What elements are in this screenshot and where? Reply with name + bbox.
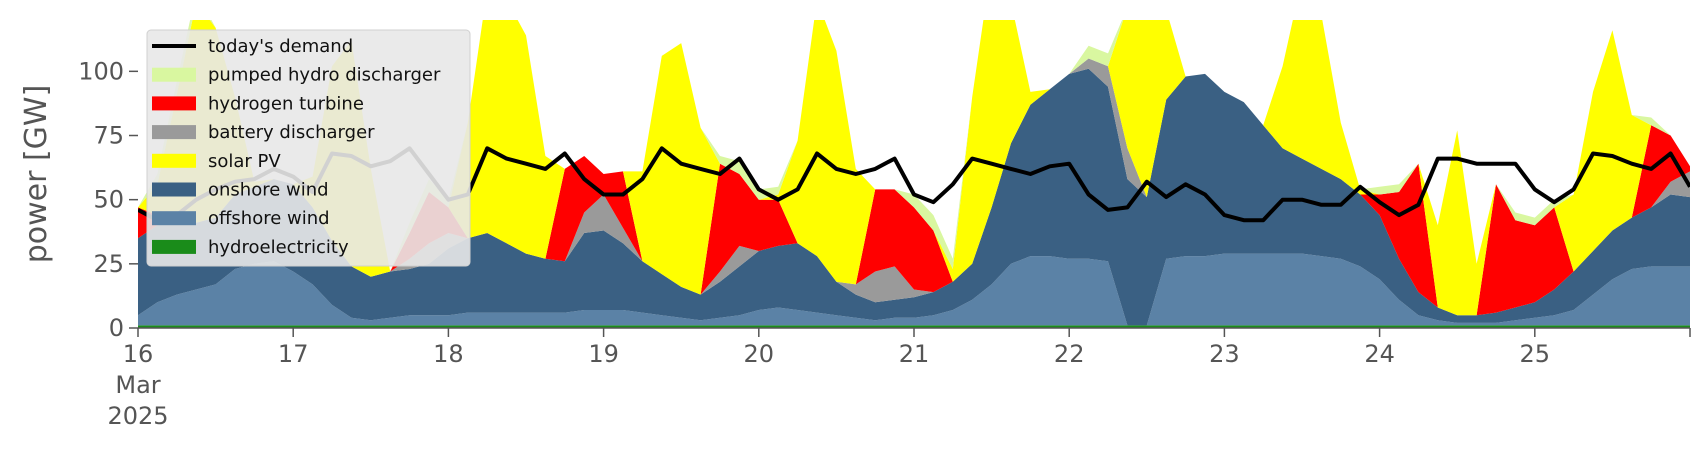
legend-item-pumped-hydro-discharger: pumped hydro discharger (152, 65, 441, 86)
x-tick-label: 16 (123, 340, 154, 368)
x-tick-label: 21 (899, 340, 930, 368)
x-tick-label: 22 (1054, 340, 1085, 368)
legend-swatch (152, 239, 196, 254)
legend-item-today-s-demand: today's demand (152, 36, 353, 57)
x-ticks: 16 Mar 2025 17 18 19 20 21 22 23 24 25 (107, 328, 1691, 430)
legend-label: hydrogen turbine (208, 93, 364, 114)
legend-label: today's demand (208, 36, 353, 57)
y-tick-label: 100 (78, 57, 124, 85)
legend-item-hydroelectricity: hydroelectricity (152, 237, 349, 258)
y-tick-label: 50 (93, 186, 124, 214)
x-tick-label: 23 (1209, 340, 1240, 368)
y-tick-label: 0 (109, 314, 124, 342)
area-hydrogen-turbine (138, 58, 1690, 316)
legend-swatch (152, 153, 196, 168)
legend-label: hydroelectricity (208, 237, 349, 258)
x-tick-label: 20 (744, 340, 775, 368)
x-tick-label: 2025 (107, 402, 168, 430)
legend-label: onshore wind (208, 180, 329, 201)
y-tick-label: 75 (93, 122, 124, 150)
x-tick-label: 25 (1520, 340, 1551, 368)
legend-item-solar-pv: solar PV (152, 151, 281, 172)
y-axis-label: power [GW] (19, 85, 54, 264)
legend-swatch (152, 125, 196, 140)
legend-box (146, 29, 471, 267)
legend-item-offshore-wind: offshore wind (152, 208, 330, 229)
legend-swatch (152, 96, 196, 111)
legend-label: solar PV (208, 151, 281, 172)
legend-label: pumped hydro discharger (208, 65, 441, 86)
area-offshore-wind (138, 253, 1690, 326)
legend-swatch (152, 211, 196, 226)
area-solar-pv (138, 20, 1690, 316)
area-onshore-wind (138, 68, 1690, 326)
legend-item-battery-discharger: battery discharger (152, 122, 375, 143)
y-tick-label: 25 (93, 250, 124, 278)
legend-label: offshore wind (208, 208, 330, 229)
legend-label: battery discharger (208, 122, 375, 143)
legend-swatch (152, 182, 196, 197)
legend-item-hydrogen-turbine: hydrogen turbine (152, 93, 364, 114)
x-tick-label: 24 (1364, 340, 1395, 368)
legend-item-onshore-wind: onshore wind (152, 180, 329, 201)
x-tick-label: 18 (433, 340, 464, 368)
y-ticks: 0 25 50 75 100 (78, 57, 138, 342)
legend: today's demand pumped hydro discharger hyd… (146, 29, 471, 267)
legend-swatch (152, 67, 196, 82)
x-tick-label: 17 (278, 340, 309, 368)
x-tick-label: Mar (115, 371, 160, 399)
x-tick-label: 19 (588, 340, 619, 368)
